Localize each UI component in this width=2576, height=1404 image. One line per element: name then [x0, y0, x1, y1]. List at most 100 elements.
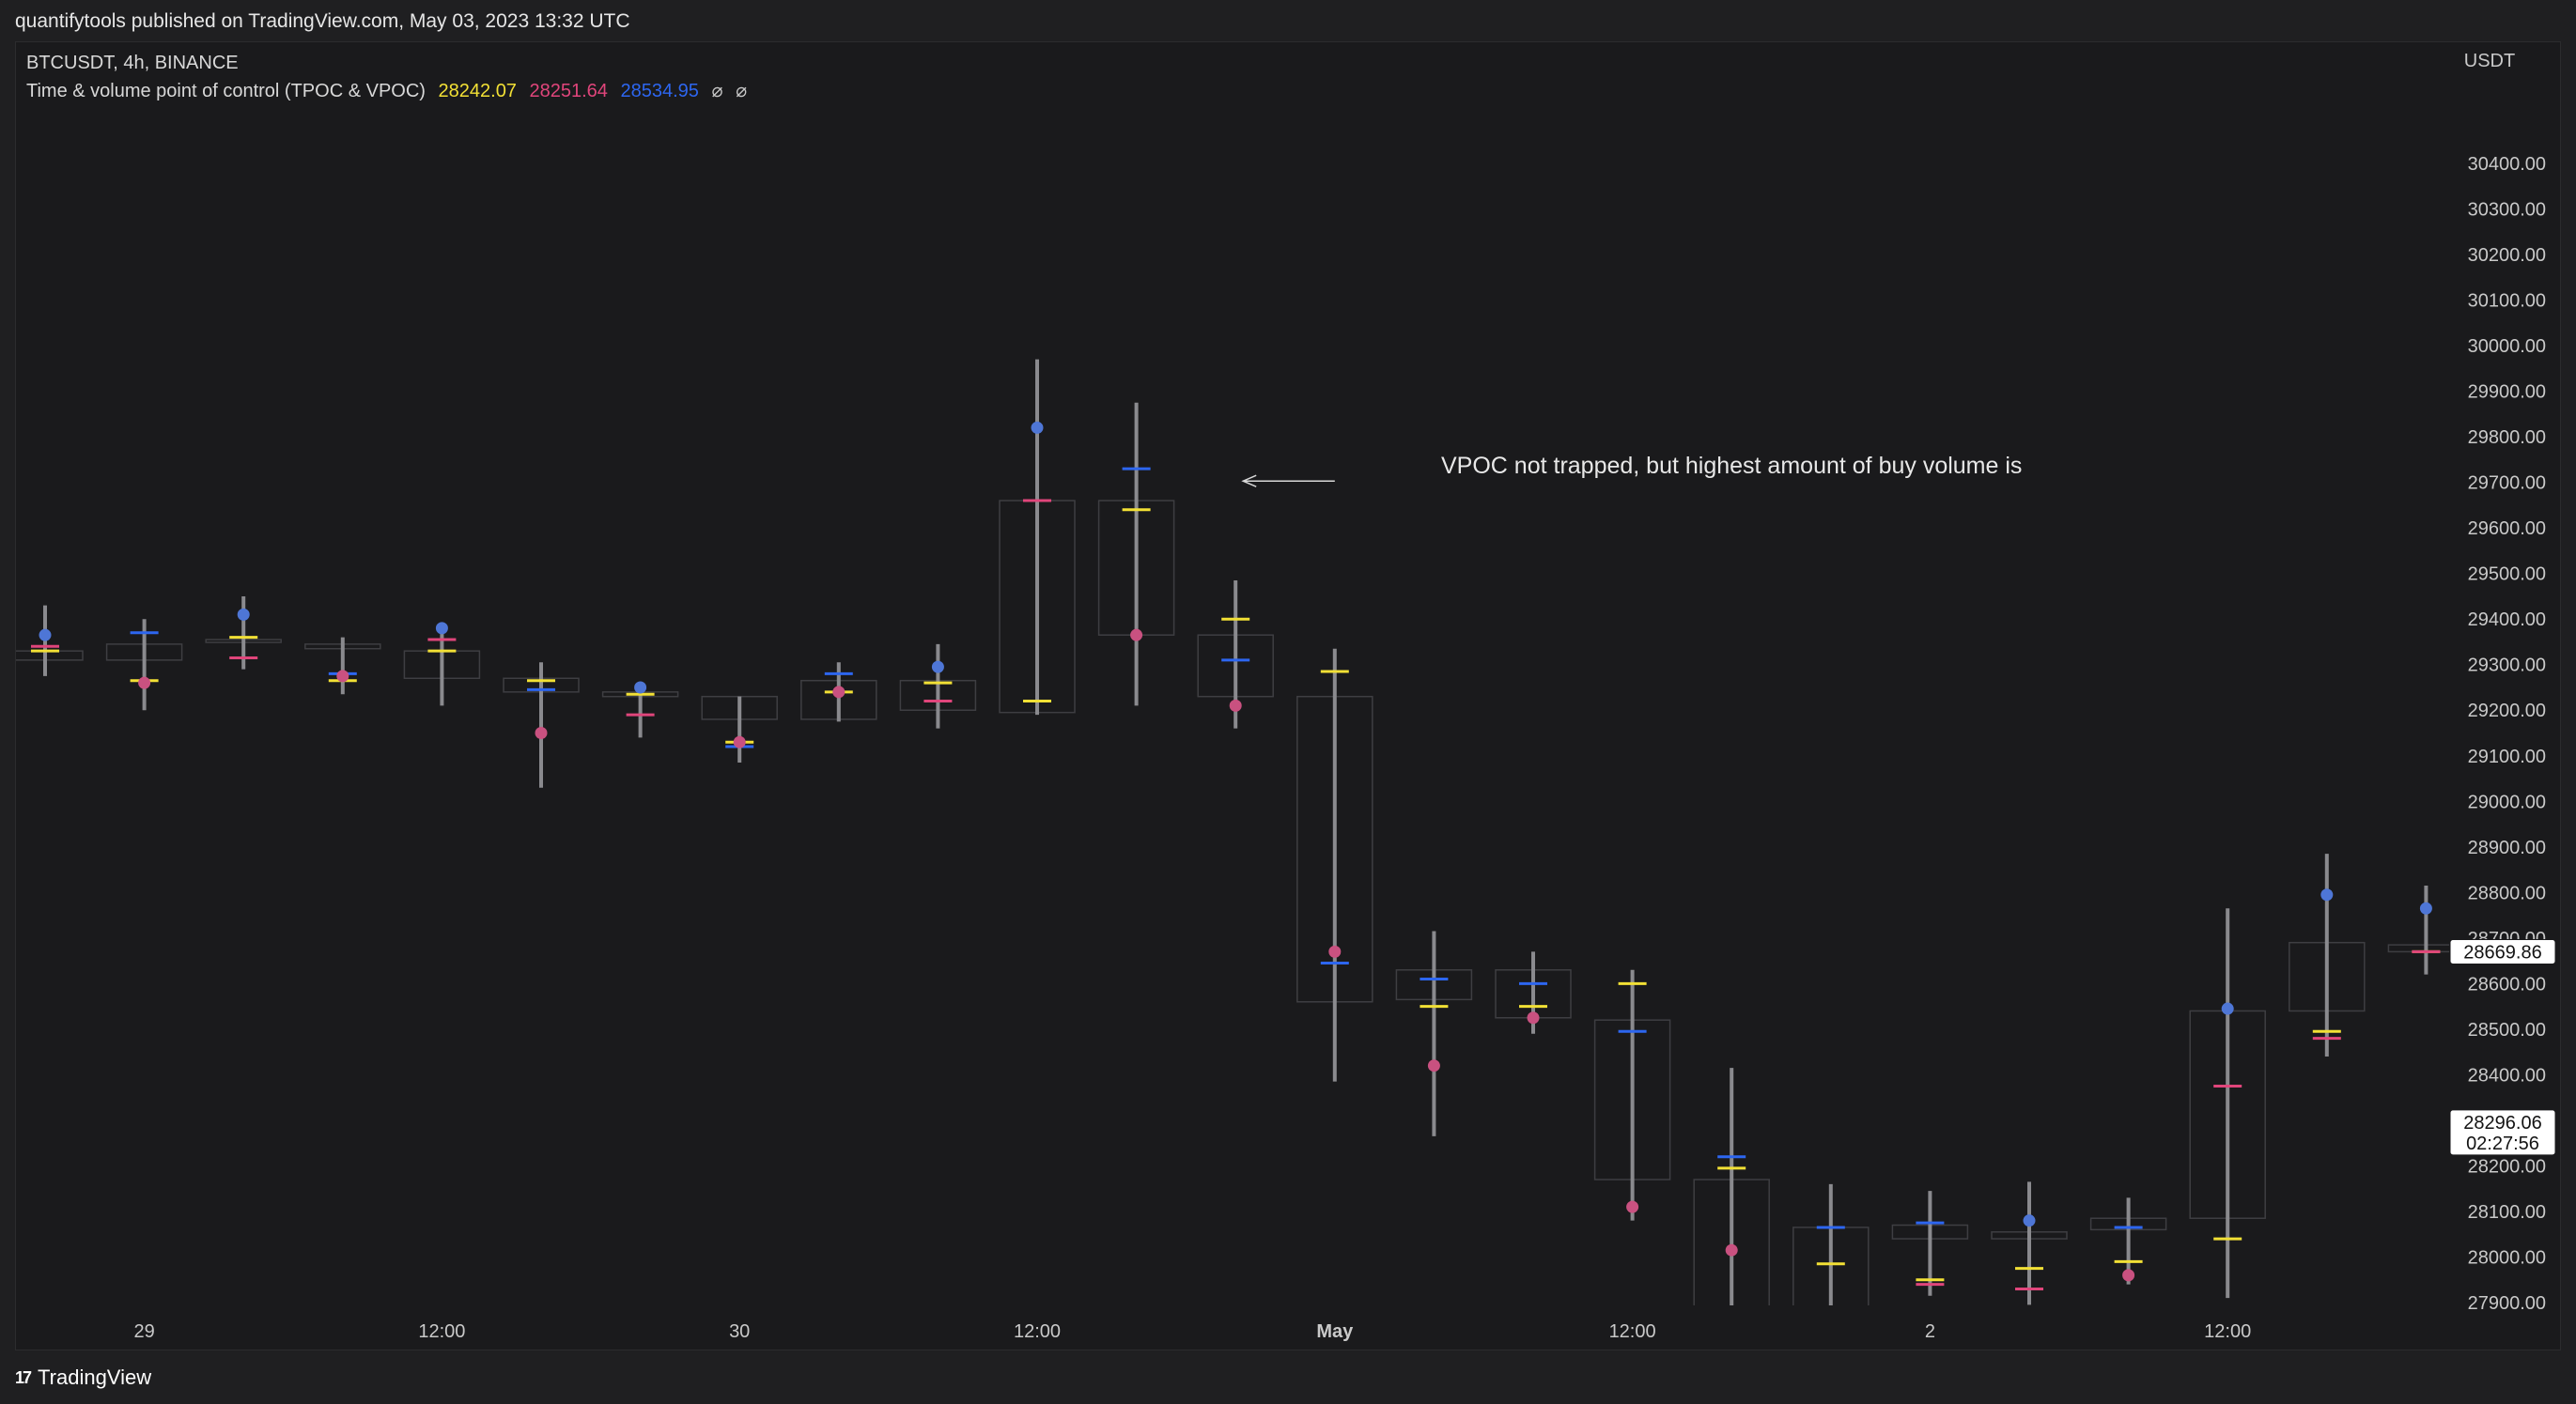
y-axis-unit: USDT [2464, 51, 2515, 71]
y-tick-label: 29300.00 [2468, 656, 2546, 676]
vpoc-dot [535, 727, 548, 739]
vpoc-dot [435, 622, 448, 635]
bar-24 [2387, 886, 2449, 975]
axis-layer: USDT 30400.00 30300.00 30200.00 30100.00 3000… [133, 51, 2556, 1342]
bar-22 [2189, 908, 2266, 1299]
tpoc-value: 28242.07 [438, 81, 517, 101]
footer: 17 TradingView [15, 1364, 151, 1392]
annotation: VPOC not trapped, but highest amount of … [1241, 453, 2022, 487]
y-tick-label: 28500.00 [2468, 1020, 2546, 1041]
y-tick-label: 30300.00 [2468, 200, 2546, 221]
vpoc-pink-value: 28251.64 [529, 81, 608, 101]
tradingview-logo-icon[interactable]: 17 [15, 1367, 32, 1387]
vpoc-dot [2122, 1269, 2135, 1282]
price-label-box [2449, 1109, 2556, 1156]
bar-20 [1991, 1181, 2068, 1305]
plot-layer: VPOC not trapped, but highest amount of … [16, 359, 2449, 1305]
vpoc-dot [39, 628, 52, 641]
bar-23 [2289, 854, 2366, 1057]
y-tick-label: 28600.00 [2468, 974, 2546, 995]
bar-9 [899, 643, 977, 729]
bar-18 [1792, 1183, 1870, 1305]
y-tick-label: 29500.00 [2468, 564, 2546, 585]
vpoc-blue-value: 28534.95 [620, 81, 699, 101]
bar-7 [701, 695, 778, 764]
vpoc-dot [1527, 1011, 1540, 1025]
bar-2 [205, 595, 282, 670]
vpoc-dot [1427, 1059, 1440, 1072]
vpoc-dot [1626, 1200, 1639, 1213]
bar-13 [1296, 648, 1373, 1082]
y-tick-label: 27900.00 [2468, 1293, 2546, 1314]
vpoc-dot [634, 681, 647, 694]
bar-19 [1891, 1191, 1969, 1296]
y-tick-label: 29200.00 [2468, 701, 2546, 721]
vpoc-dot [2419, 902, 2432, 915]
y-tick-label: 30100.00 [2468, 291, 2546, 312]
bar-11 [1097, 402, 1175, 706]
chart-panel[interactable] [15, 41, 2561, 1350]
vpoc-dot [1031, 421, 1044, 434]
y-tick-label: 28000.00 [2468, 1247, 2546, 1268]
y-tick-label: 29700.00 [2468, 473, 2546, 494]
vpoc-dot [237, 608, 250, 621]
visibility-icon[interactable]: ⌀ [711, 81, 723, 101]
vpoc-dot [1328, 945, 1342, 958]
y-tick-label: 29400.00 [2468, 609, 2546, 630]
y-tick-label: 28800.00 [2468, 883, 2546, 903]
x-tick-label: 29 [133, 1321, 154, 1342]
source-icon[interactable]: ⌀ [736, 81, 748, 101]
y-tick-label: 29900.00 [2468, 382, 2546, 403]
y-tick-label: 29000.00 [2468, 792, 2546, 812]
bar-8 [800, 662, 877, 722]
symbol-legend[interactable]: BTCUSDT, 4h, BINANCE [26, 53, 239, 73]
y-tick-label: 30400.00 [2468, 154, 2546, 175]
bar-5 [503, 662, 580, 788]
y-tick-label: 28400.00 [2468, 1065, 2546, 1086]
y-tick-label: 29800.00 [2468, 427, 2546, 448]
annotation-arrow-head [1241, 474, 1257, 487]
bar-21 [2089, 1197, 2167, 1285]
x-tick-label: May [1316, 1321, 1354, 1342]
x-tick-label: 12:00 [418, 1321, 465, 1342]
price-label-value: 28296.06 [2463, 1113, 2541, 1134]
vpoc-dot [2320, 888, 2334, 902]
y-tick-label: 30200.00 [2468, 245, 2546, 266]
published-caption: quantifytools published on TradingView.c… [15, 10, 630, 32]
y-tick-label: 29600.00 [2468, 518, 2546, 539]
price-label-box [2449, 938, 2556, 964]
x-tick-label: 30 [729, 1321, 750, 1342]
x-tick-label: 12:00 [2204, 1321, 2251, 1342]
price-label-countdown: 02:27:56 [2466, 1134, 2539, 1154]
vpoc-dot [733, 735, 746, 748]
bar-14 [1395, 931, 1473, 1136]
bar-6 [601, 681, 679, 738]
x-tick-label: 2 [1925, 1321, 1935, 1342]
vpoc-dot [832, 686, 846, 699]
vpoc-dot [931, 660, 944, 673]
indicator-name: Time & volume point of control (TPOC & V… [26, 81, 426, 101]
annotation-text: VPOC not trapped, but highest amount of … [1441, 453, 2022, 479]
y-tick-label: 28900.00 [2468, 838, 2546, 858]
vpoc-dot [1130, 628, 1143, 641]
price-label-value: 28669.86 [2463, 942, 2541, 963]
vpoc-dot [1229, 699, 1242, 712]
y-tick-label: 28200.00 [2468, 1156, 2546, 1177]
x-tick-label: 12:00 [1014, 1321, 1061, 1342]
bar-10 [999, 359, 1076, 716]
tradingview-brand[interactable]: TradingView [38, 1365, 152, 1389]
bar-3 [304, 637, 381, 695]
y-tick-label: 28100.00 [2468, 1202, 2546, 1223]
y-tick-label: 29100.00 [2468, 747, 2546, 767]
indicator-legend[interactable]: Time & volume point of control (TPOC & V… [26, 79, 754, 102]
y-tick-label: 30000.00 [2468, 336, 2546, 357]
bar-0 [16, 605, 84, 676]
vpoc-dot [2023, 1214, 2036, 1227]
bar-12 [1197, 579, 1274, 729]
bar-15 [1495, 951, 1572, 1034]
bar-16 [1593, 969, 1671, 1221]
bar-1 [105, 619, 183, 711]
x-tick-label: 12:00 [1609, 1321, 1656, 1342]
